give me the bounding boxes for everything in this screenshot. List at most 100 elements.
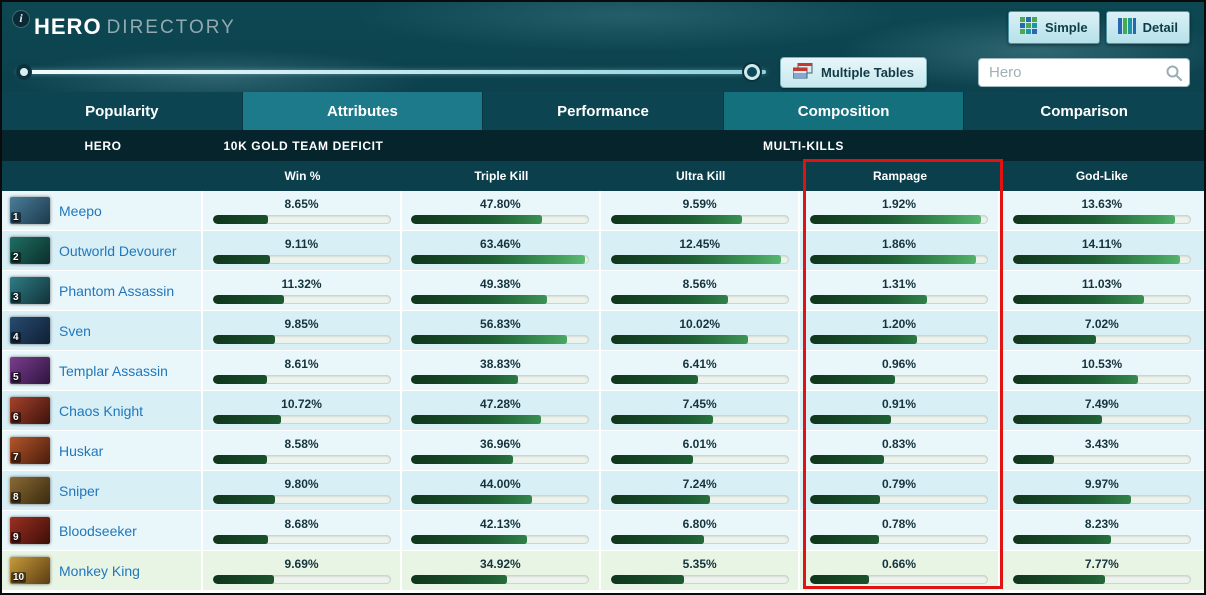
tab-composition[interactable]: Composition [723, 92, 965, 130]
hero-portrait-icon[interactable]: 7 [10, 437, 50, 464]
group-header-row: HERO 10K GOLD TEAM DEFICIT MULTI-KILLS [2, 130, 1204, 161]
info-icon[interactable]: i [12, 9, 30, 28]
hero-rank: 10 [11, 572, 27, 583]
stat-bar [212, 374, 391, 384]
stat-cell-rampage: 0.79% [800, 471, 1000, 510]
stat-bar [212, 414, 391, 424]
stat-bar-fill [610, 294, 728, 304]
stat-value: 9.11% [284, 236, 319, 251]
stat-bar-fill [212, 454, 267, 464]
stat-cell-god-like: 11.03% [1000, 271, 1204, 310]
stat-cell-triple-kill: 38.83% [402, 351, 602, 390]
stat-cell-god-like: 14.11% [1000, 231, 1204, 270]
stat-bar-fill [610, 374, 699, 384]
hero-name-link[interactable]: Sniper [59, 482, 100, 499]
stat-cell-rampage: 0.66% [800, 551, 1000, 590]
column-header-triple-kill[interactable]: Triple Kill [474, 169, 529, 183]
stat-value: 0.79% [882, 476, 917, 491]
hero-cell: 2 Outworld Devourer [2, 231, 204, 270]
search-input[interactable] [978, 57, 1190, 87]
stat-bar-fill [411, 334, 567, 344]
hero-portrait-icon[interactable]: 4 [10, 317, 50, 344]
slider-track[interactable] [16, 70, 766, 74]
hero-portrait-icon[interactable]: 8 [10, 477, 50, 504]
stat-cell-ultra-kill: 9.59% [601, 191, 801, 230]
tab-performance[interactable]: Performance [483, 92, 724, 130]
stat-bar-fill [1012, 454, 1054, 464]
tab-attributes[interactable]: Attributes [242, 92, 484, 130]
tab-popularity[interactable]: Popularity [2, 92, 243, 130]
hero-name-link[interactable]: Templar Assassin [59, 362, 168, 379]
stat-cell-win: 9.85% [203, 311, 402, 350]
hero-portrait-icon[interactable]: 5 [10, 357, 50, 384]
stat-value: 8.61% [284, 356, 319, 371]
group-header-multi-kills: MULTI-KILLS [762, 138, 845, 153]
hero-name-link[interactable]: Meepo [59, 202, 102, 219]
hero-name-link[interactable]: Huskar [59, 442, 104, 459]
hero-portrait-icon[interactable]: 1 [10, 197, 50, 224]
stat-cell-god-like: 9.97% [1000, 471, 1204, 510]
hero-portrait-icon[interactable]: 6 [10, 397, 50, 424]
simple-view-button[interactable]: Simple [1007, 10, 1100, 44]
stat-value: 9.97% [1084, 476, 1119, 491]
tab-bar: Popularity Attributes Performance Compositi… [2, 92, 1204, 130]
hero-portrait-icon[interactable]: 3 [10, 277, 50, 304]
stat-value: 7.45% [682, 396, 717, 411]
stat-bar [212, 214, 391, 224]
slider-max-handle[interactable] [743, 64, 760, 80]
hero-name-link[interactable]: Monkey King [59, 562, 140, 579]
stat-cell-god-like: 7.77% [1000, 551, 1204, 590]
hero-name-link[interactable]: Phantom Assassin [59, 282, 175, 299]
stat-cell-god-like: 3.43% [1000, 431, 1204, 470]
stat-bar-fill [1012, 534, 1111, 544]
stat-cell-triple-kill: 34.92% [402, 551, 602, 590]
stat-value: 13.63% [1081, 196, 1123, 211]
hero-portrait-icon[interactable]: 9 [10, 517, 50, 544]
stat-bar [212, 574, 391, 584]
stat-bar-fill [212, 294, 285, 304]
stat-bar-fill [1012, 574, 1106, 584]
column-header-god-like[interactable]: God-Like [1075, 169, 1128, 183]
column-header-win[interactable]: Win % [284, 169, 321, 183]
stat-bar [810, 534, 989, 544]
stat-bar-fill [411, 254, 586, 264]
stat-bar-fill [411, 414, 541, 424]
detail-view-button[interactable]: Detail [1105, 10, 1190, 44]
slider-min-handle[interactable] [16, 64, 32, 80]
toolbar: Multiple Tables [2, 52, 1204, 92]
stat-bar [810, 574, 989, 584]
hero-name-link[interactable]: Bloodseeker [59, 522, 137, 539]
stat-cell-triple-kill: 56.83% [402, 311, 602, 350]
stat-value: 1.92% [882, 196, 917, 211]
column-header-ultra-kill[interactable]: Ultra Kill [676, 169, 726, 183]
stat-value: 47.28% [480, 396, 521, 411]
hero-name-link[interactable]: Sven [59, 322, 91, 339]
hero-name-link[interactable]: Outworld Devourer [59, 242, 177, 259]
multiple-tables-button[interactable]: Multiple Tables [780, 56, 927, 88]
hero-cell: 8 Sniper [2, 471, 204, 510]
stat-cell-rampage: 1.92% [800, 191, 1000, 230]
stat-bar [1012, 574, 1191, 584]
table-row: 9 Bloodseeker 8.68% 42.13% 6.80% 0.78% 8.23% [2, 511, 1204, 551]
stat-cell-win: 8.58% [203, 431, 402, 470]
table-row: 3 Phantom Assassin 11.32% 49.38% 8.56% 1.31% 1… [2, 271, 1204, 311]
hero-portrait-icon[interactable]: 10 [10, 557, 50, 584]
stat-value: 7.77% [1084, 556, 1119, 571]
stat-bar-fill [411, 214, 543, 224]
stat-bar [1012, 374, 1191, 384]
tab-comparison[interactable]: Comparison [964, 92, 1204, 130]
stat-cell-triple-kill: 36.96% [402, 431, 602, 470]
stat-bar [810, 374, 989, 384]
simple-grid-icon [1019, 16, 1038, 38]
column-header-rampage[interactable]: Rampage [873, 169, 928, 183]
stat-cell-rampage: 0.91% [800, 391, 1000, 430]
stat-cell-god-like: 7.02% [1000, 311, 1204, 350]
stat-bar [212, 494, 391, 504]
hero-range-slider[interactable] [16, 63, 766, 81]
stat-value: 8.23% [1084, 516, 1119, 531]
hero-name-link[interactable]: Chaos Knight [59, 402, 144, 419]
stat-cell-god-like: 13.63% [1000, 191, 1204, 230]
hero-portrait-icon[interactable]: 2 [10, 237, 50, 264]
tables-icon [792, 62, 813, 82]
stat-value: 7.24% [682, 476, 717, 491]
